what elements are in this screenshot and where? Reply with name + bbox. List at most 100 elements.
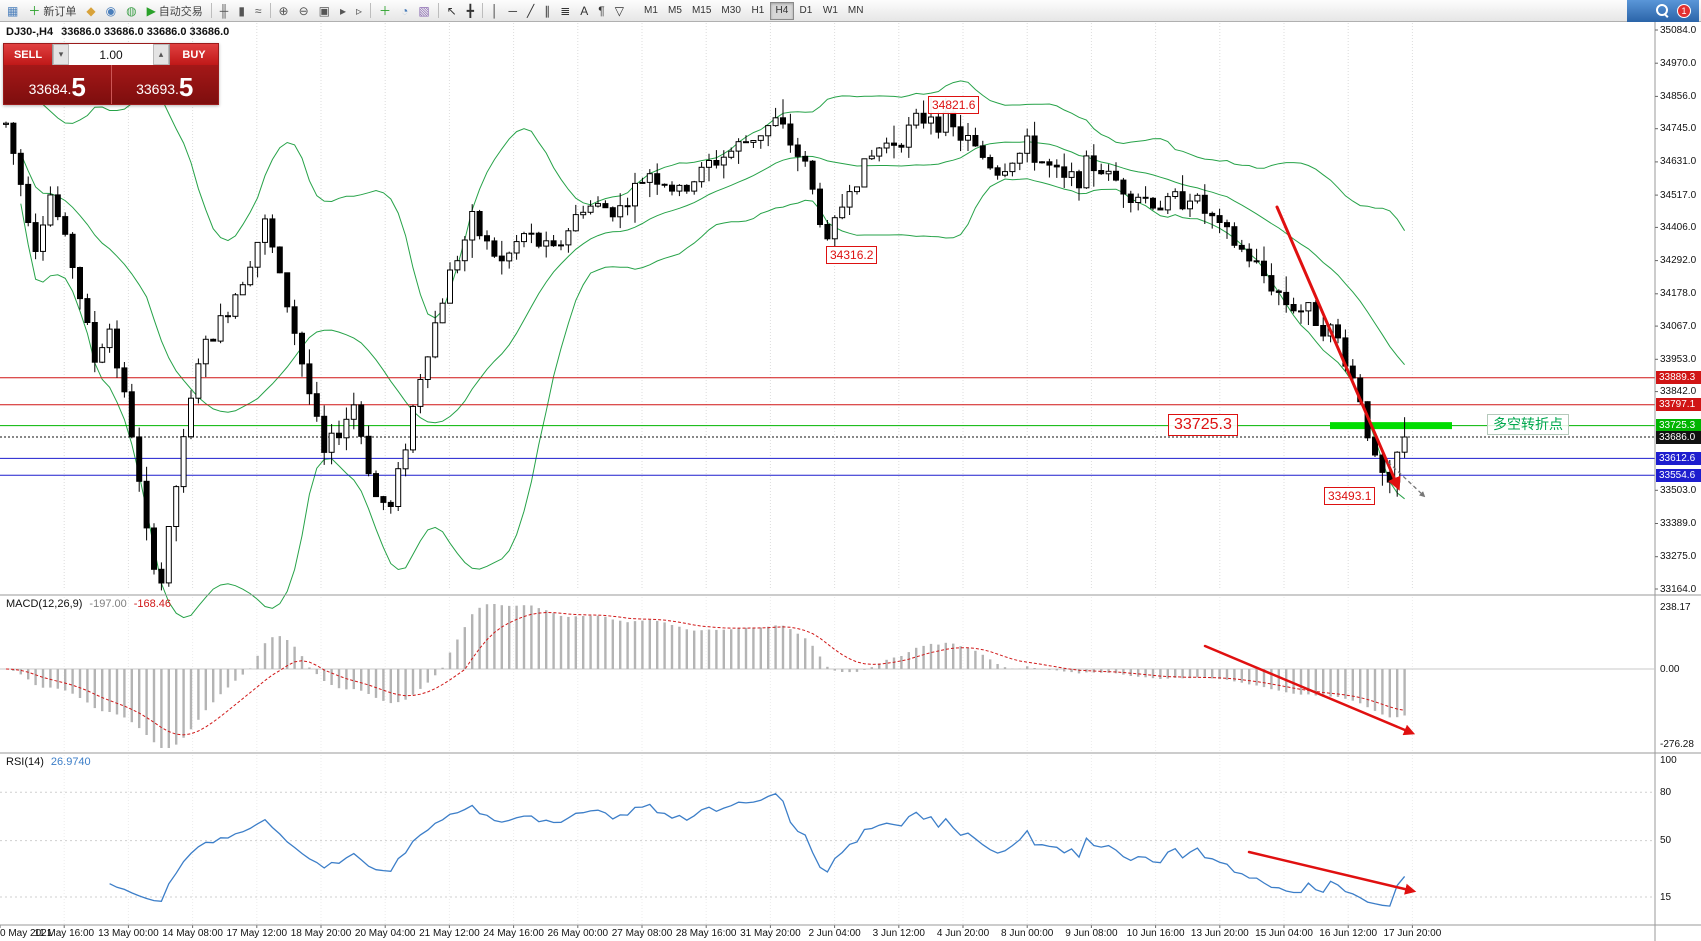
search-icon[interactable] <box>1656 4 1669 17</box>
turning-point-label: 多空转折点 <box>1487 414 1569 435</box>
toolbar-separator <box>370 3 372 18</box>
price-axis-label: 34292.0 <box>1660 255 1697 267</box>
timeframe-button-m1[interactable]: M1 <box>639 2 663 20</box>
sell-button[interactable]: SELL <box>4 44 52 65</box>
price-axis-label: 34517.0 <box>1660 189 1697 201</box>
timeframe-button-m5[interactable]: M5 <box>663 2 687 20</box>
cursor-icon[interactable]: ↖ <box>442 1 462 20</box>
timeframe-button-d1[interactable]: D1 <box>794 2 818 20</box>
shapes-dropdown-icon[interactable]: ▽ <box>610 1 629 20</box>
auto-trading-button[interactable]: ▶ 自动交易 <box>142 1 208 20</box>
buy-price-display[interactable]: 33693. 5 <box>110 65 219 104</box>
one-click-trading-panel: SELL ▾ 1.00 ▴ BUY 33684. 5 33693. 5 <box>3 43 219 105</box>
zoom-out-icon[interactable]: ⊖ <box>294 1 314 20</box>
tile-windows-icon[interactable]: ▣ <box>314 1 335 20</box>
auto-trading-button-label: 自动交易 <box>158 5 203 18</box>
chart-shift-icon[interactable]: ▹ <box>351 1 367 20</box>
time-axis-label: 17 May 12:00 <box>226 928 288 939</box>
time-axis-label: 3 Jun 12:00 <box>872 928 925 939</box>
rsi-axis-label: 50 <box>1660 835 1672 847</box>
buy-button[interactable]: BUY <box>170 44 218 65</box>
chart-window-icon[interactable]: ▦ <box>2 1 23 20</box>
templates-icon[interactable]: ▧ <box>413 1 434 20</box>
trendline-icon: ╱ <box>526 3 535 18</box>
trendline-icon[interactable]: ╱ <box>522 1 539 20</box>
data-window-icon[interactable]: ◉ <box>101 1 121 20</box>
line-chart-type-icon[interactable]: ≈ <box>250 1 267 20</box>
chart-shift-icon: ▹ <box>356 3 363 18</box>
fibonacci-icon: ≣ <box>560 3 571 18</box>
horizontal-line-icon[interactable]: ─ <box>503 1 522 20</box>
volume-decrease-button[interactable]: ▾ <box>53 44 69 65</box>
time-axis-label: 18 May 20:00 <box>290 928 352 939</box>
periods-icon: ◔ <box>401 3 409 18</box>
price-axis-label: 33164.0 <box>1660 583 1697 595</box>
time-axis-label: 13 May 00:00 <box>98 928 159 939</box>
zoom-in-icon[interactable]: ⊕ <box>274 1 294 20</box>
price-line-badge: 33797.1 <box>1656 398 1701 412</box>
rsi-axis-label: 80 <box>1660 786 1672 798</box>
price-axis-label: 33389.0 <box>1660 518 1697 529</box>
notification-badge[interactable]: 1 <box>1677 3 1691 18</box>
fibonacci-icon[interactable]: ≣ <box>555 1 575 20</box>
time-axis-label: 0 May 2021 <box>0 928 53 939</box>
market-watch-icon[interactable]: ◆ <box>81 1 100 20</box>
time-axis-label: 24 May 16:00 <box>483 928 544 939</box>
toolbar-separator <box>210 3 212 18</box>
navigator-icon: ◍ <box>126 3 137 18</box>
periods-icon[interactable]: ◔ <box>396 1 413 20</box>
time-axis-label: 17 Jun 20:00 <box>1383 928 1442 939</box>
add-indicator-icon: ＋ <box>379 3 392 18</box>
timeframe-button-h4[interactable]: H4 <box>769 1 794 20</box>
navigator-icon[interactable]: ◍ <box>121 1 141 20</box>
timeframe-button-m30[interactable]: M30 <box>716 2 745 20</box>
price-axis-label: 34856.0 <box>1660 90 1697 102</box>
timeframe-button-m15[interactable]: M15 <box>687 2 716 20</box>
text-icon: A <box>580 3 589 18</box>
crosshair-icon[interactable]: ╋ <box>462 1 479 20</box>
shapes-dropdown-icon: ▽ <box>614 3 624 18</box>
timeframe-button-h1[interactable]: H1 <box>746 2 770 20</box>
timeframe-button-w1[interactable]: W1 <box>818 2 843 20</box>
chart-window-icon: ▦ <box>7 3 19 18</box>
time-axis-label: 27 May 08:00 <box>611 928 673 939</box>
volume-value[interactable]: 1.00 <box>99 47 123 62</box>
time-axis-label: 28 May 16:00 <box>675 928 737 939</box>
label-icon[interactable]: ¶ <box>593 1 609 20</box>
price-axis-label: 34970.0 <box>1660 57 1697 69</box>
text-icon[interactable]: A <box>575 1 593 20</box>
auto-trading-button-icon: ▶ <box>146 3 156 18</box>
time-axis-label: 4 Jun 20:00 <box>936 928 990 939</box>
price-label-33493: 33493.1 <box>1324 487 1376 505</box>
price-axis-label: 34631.0 <box>1660 156 1697 168</box>
chart-header: DJ30-,H4 33686.0 33686.0 33686.0 33686.0 <box>6 26 229 38</box>
rsi-indicator-label: RSI(14) 26.9740 <box>6 756 91 768</box>
price-axis-label: 34745.0 <box>1660 123 1697 135</box>
auto-scroll-icon[interactable]: ▸ <box>335 1 351 20</box>
price-line-badge: 33686.0 <box>1656 430 1701 444</box>
channel-icon[interactable]: ∥ <box>539 1 555 20</box>
time-axis-label: 14 May 08:00 <box>162 928 223 939</box>
market-watch-icon: ◆ <box>86 3 96 18</box>
add-indicator-icon[interactable]: ＋ <box>374 1 396 20</box>
cursor-icon: ↖ <box>446 3 457 18</box>
time-axis-label: 21 May 12:00 <box>419 928 480 939</box>
line-chart-type-icon: ≈ <box>254 3 262 18</box>
macd-indicator-label: MACD(12,26,9) -197.00 -168.46 <box>6 598 172 610</box>
vertical-line-icon[interactable]: │ <box>486 1 504 20</box>
new-order-button[interactable]: ＋新订单 <box>23 1 81 20</box>
channel-icon: ∥ <box>544 3 551 18</box>
volume-spinner[interactable]: ▾ 1.00 ▴ <box>52 44 170 65</box>
macd-axis-label: 238.17 <box>1660 602 1691 613</box>
price-axis-label: 34406.0 <box>1660 221 1697 233</box>
sell-price-display[interactable]: 33684. 5 <box>28 72 86 102</box>
bar-chart-type-icon[interactable]: ╫ <box>215 1 234 20</box>
price-label-34316: 34316.2 <box>826 246 878 264</box>
tile-windows-icon: ▣ <box>318 3 330 18</box>
volume-increase-button[interactable]: ▴ <box>153 44 169 65</box>
timeframe-button-mn[interactable]: MN <box>843 2 869 20</box>
candlestick-type-icon[interactable]: ▮ <box>233 1 250 20</box>
price-axis-label: 33953.0 <box>1660 353 1697 365</box>
